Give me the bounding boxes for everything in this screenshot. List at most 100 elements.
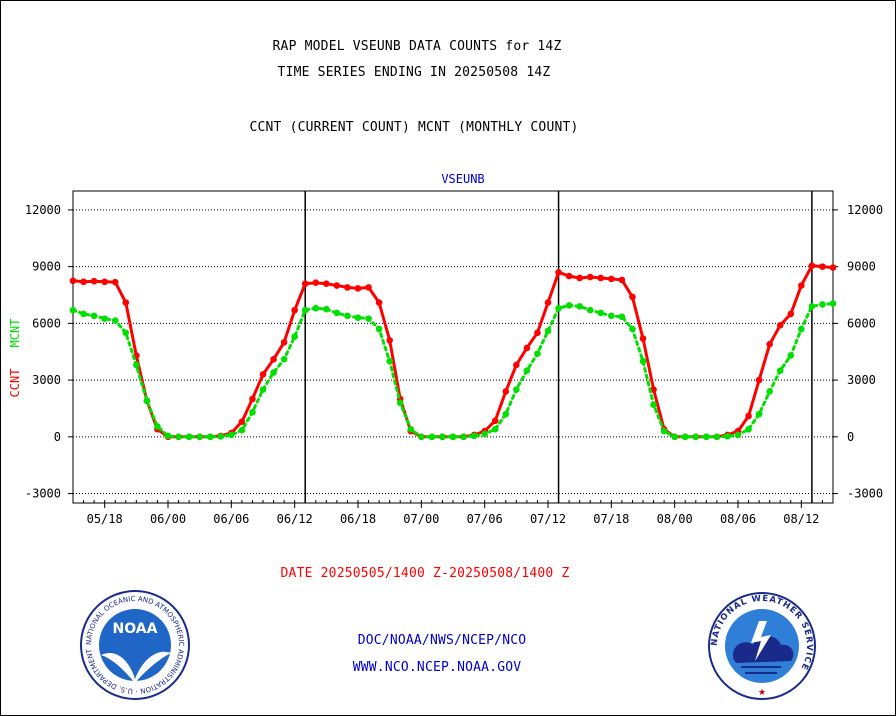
chart-title-line2: TIME SERIES ENDING IN 20250508 14Z <box>277 65 551 80</box>
data-point-mcnt <box>354 314 362 321</box>
data-point-mcnt <box>755 410 763 418</box>
data-point-ccnt <box>249 395 256 403</box>
data-point-ccnt <box>629 293 636 301</box>
data-point-mcnt <box>386 357 393 365</box>
data-point-ccnt <box>513 361 520 369</box>
data-point-ccnt <box>618 276 626 284</box>
data-point-mcnt <box>671 433 678 441</box>
data-point-ccnt <box>312 279 320 287</box>
data-point-ccnt <box>534 329 541 337</box>
data-point-mcnt <box>439 433 446 441</box>
x-tick-label: 07/18 <box>593 512 629 526</box>
data-point-mcnt <box>470 432 478 440</box>
x-tick-label: 06/12 <box>277 512 313 526</box>
data-point-mcnt <box>154 423 161 430</box>
data-point-ccnt <box>523 344 531 352</box>
data-point-mcnt <box>513 386 520 393</box>
x-tick-label: 06/00 <box>150 512 186 526</box>
data-point-mcnt <box>270 369 277 376</box>
data-point-mcnt <box>481 430 488 438</box>
data-point-ccnt <box>375 299 383 306</box>
data-point-ccnt <box>259 371 267 378</box>
data-point-mcnt <box>249 408 256 416</box>
y-axis-label-ccnt: CCNT <box>8 369 22 398</box>
data-point-mcnt <box>396 399 404 407</box>
data-point-ccnt <box>650 386 657 393</box>
data-point-mcnt <box>766 388 773 395</box>
data-point-mcnt <box>724 432 731 440</box>
data-point-ccnt <box>502 388 510 395</box>
data-point-ccnt <box>565 272 573 280</box>
data-point-mcnt <box>333 309 341 317</box>
data-point-mcnt <box>555 304 562 312</box>
noaa-logo: NATIONAL OCEANIC AND ATMOSPHERIC ADMINIS… <box>79 589 190 700</box>
data-point-ccnt <box>586 273 594 281</box>
data-point-ccnt <box>101 278 108 286</box>
data-point-ccnt <box>576 274 583 282</box>
data-point-ccnt <box>766 340 773 348</box>
data-point-ccnt <box>755 376 763 384</box>
data-point-ccnt <box>544 299 552 306</box>
series-line-ccnt <box>72 264 834 439</box>
data-point-ccnt <box>787 310 795 318</box>
nco-doc-link[interactable]: DOC/NOAA/NWS/NCEP/NCO <box>357 633 527 648</box>
data-point-mcnt <box>798 325 805 333</box>
data-point-mcnt <box>819 301 826 308</box>
x-tick-label: 06/06 <box>213 512 249 526</box>
data-point-ccnt <box>365 284 372 291</box>
data-point-ccnt <box>344 284 351 291</box>
x-tick-label: 06/18 <box>340 512 376 526</box>
data-point-mcnt <box>523 367 531 374</box>
data-point-mcnt <box>90 312 98 320</box>
data-point-mcnt <box>734 431 742 439</box>
chart-title-line1: RAP MODEL VSEUNB DATA COUNTS for 14Z <box>272 39 562 54</box>
data-point-mcnt <box>639 357 647 365</box>
data-point-mcnt <box>534 350 541 357</box>
x-tick-label: 07/12 <box>530 512 566 526</box>
data-point-mcnt <box>660 427 668 435</box>
data-point-ccnt <box>745 412 752 420</box>
y-tick-label-right: 3000 <box>847 373 876 387</box>
data-point-mcnt <box>185 433 193 441</box>
data-point-ccnt <box>776 321 784 329</box>
y-tick-label-right: 12000 <box>847 203 883 217</box>
data-point-ccnt <box>798 282 805 289</box>
data-point-mcnt <box>175 433 182 441</box>
data-point-mcnt <box>829 300 837 307</box>
y-tick-label-left: 12000 <box>25 203 61 217</box>
chart-subtitle: CCNT (CURRENT COUNT) MCNT (MONTHLY COUNT… <box>249 120 579 135</box>
data-point-mcnt <box>238 426 246 434</box>
data-point-mcnt <box>164 432 172 440</box>
data-point-mcnt <box>597 309 605 317</box>
svg-text:★: ★ <box>758 688 766 698</box>
data-point-ccnt <box>819 263 826 270</box>
data-point-ccnt <box>238 418 246 425</box>
data-point-mcnt <box>629 325 636 333</box>
data-point-ccnt <box>111 278 119 286</box>
data-point-mcnt <box>375 325 383 333</box>
data-point-mcnt <box>608 312 615 320</box>
data-point-mcnt <box>692 433 700 441</box>
nco-website-link[interactable]: WWW.NCO.NCEP.NOAA.GOV <box>352 660 522 675</box>
data-point-mcnt <box>544 327 552 335</box>
data-point-ccnt <box>280 338 288 346</box>
y-tick-label-left: 3000 <box>32 373 61 387</box>
data-point-mcnt <box>418 433 425 441</box>
data-point-ccnt <box>829 264 837 271</box>
data-point-mcnt <box>69 306 77 314</box>
data-point-mcnt <box>365 315 372 322</box>
x-tick-label: 08/00 <box>657 512 693 526</box>
data-point-mcnt <box>301 306 309 314</box>
data-point-mcnt <box>460 433 467 441</box>
x-tick-label: 07/06 <box>467 512 503 526</box>
data-point-mcnt <box>280 355 288 363</box>
data-point-mcnt <box>291 333 298 340</box>
data-point-mcnt <box>618 313 626 321</box>
data-point-mcnt <box>323 305 330 313</box>
y-tick-label-left: 9000 <box>32 260 61 274</box>
data-point-mcnt <box>312 304 320 312</box>
y-tick-label-right: 9000 <box>847 260 876 274</box>
data-point-mcnt <box>787 352 795 359</box>
data-point-ccnt <box>323 280 330 287</box>
